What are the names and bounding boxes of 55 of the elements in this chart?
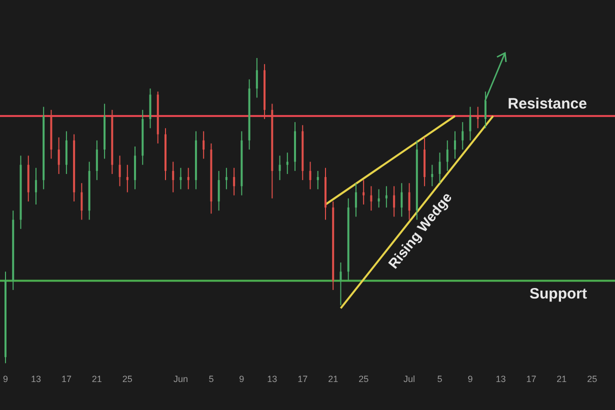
candlestick: [34, 167, 37, 205]
candlestick: [118, 155, 121, 187]
x-tick-label: 13: [30, 374, 41, 384]
candlestick: [484, 91, 486, 129]
x-tick-label: 5: [437, 374, 442, 384]
candlestick: [400, 182, 403, 218]
candlestick: [58, 136, 60, 174]
candlestick: [278, 155, 281, 181]
x-tick-label: 9: [2, 374, 8, 384]
candlestick: [378, 188, 380, 208]
candlestick: [180, 167, 182, 190]
candlestick: [446, 140, 448, 172]
candlestick: [362, 180, 365, 205]
candlestick: [309, 161, 312, 190]
candlestick: [462, 122, 464, 150]
x-tick-label: 9: [468, 374, 473, 384]
candlestick: [96, 140, 98, 181]
x-tick-label: 21: [556, 374, 567, 384]
x-tick-label: Jul: [404, 374, 416, 384]
candlestick: [316, 170, 319, 190]
candlestick: [187, 167, 190, 190]
x-tick-label: 21: [92, 374, 102, 384]
candlestick: [370, 186, 372, 212]
x-tick-label: 21: [328, 374, 338, 384]
candlestick: [80, 182, 83, 220]
candlestick: [225, 167, 228, 190]
candlestick: [202, 130, 205, 160]
candlestick: [126, 164, 128, 193]
ref-line-label: Resistance: [508, 96, 587, 113]
x-tick-label: 25: [358, 374, 369, 384]
candlestick: [172, 161, 174, 193]
candlestick: [385, 186, 388, 208]
candlestick: [354, 182, 357, 218]
x-tick-label: 17: [298, 374, 308, 384]
x-tick-label: 13: [496, 374, 506, 384]
candlestick: [393, 186, 396, 218]
x-tick-label: 5: [208, 374, 214, 384]
candlestick: [256, 58, 258, 98]
candlestick: [218, 170, 220, 212]
x-tick-label: 25: [587, 374, 598, 384]
x-tick-label: 13: [267, 374, 278, 384]
x-tick-label: 9: [239, 374, 244, 384]
x-tick-label: 25: [122, 374, 132, 384]
candlestick: [454, 130, 456, 160]
x-tick-label: 17: [61, 374, 72, 384]
ref-line-label: Support: [530, 285, 587, 302]
candlestick: [431, 164, 434, 187]
candlestick: [233, 167, 236, 196]
candlestick: [438, 152, 441, 184]
candlestick: [340, 262, 342, 306]
candlestick: [469, 106, 472, 141]
x-tick-label: Jun: [173, 374, 188, 384]
x-tick-label: 17: [526, 374, 536, 384]
candlestick: [286, 152, 288, 174]
candlestick: [408, 182, 410, 220]
